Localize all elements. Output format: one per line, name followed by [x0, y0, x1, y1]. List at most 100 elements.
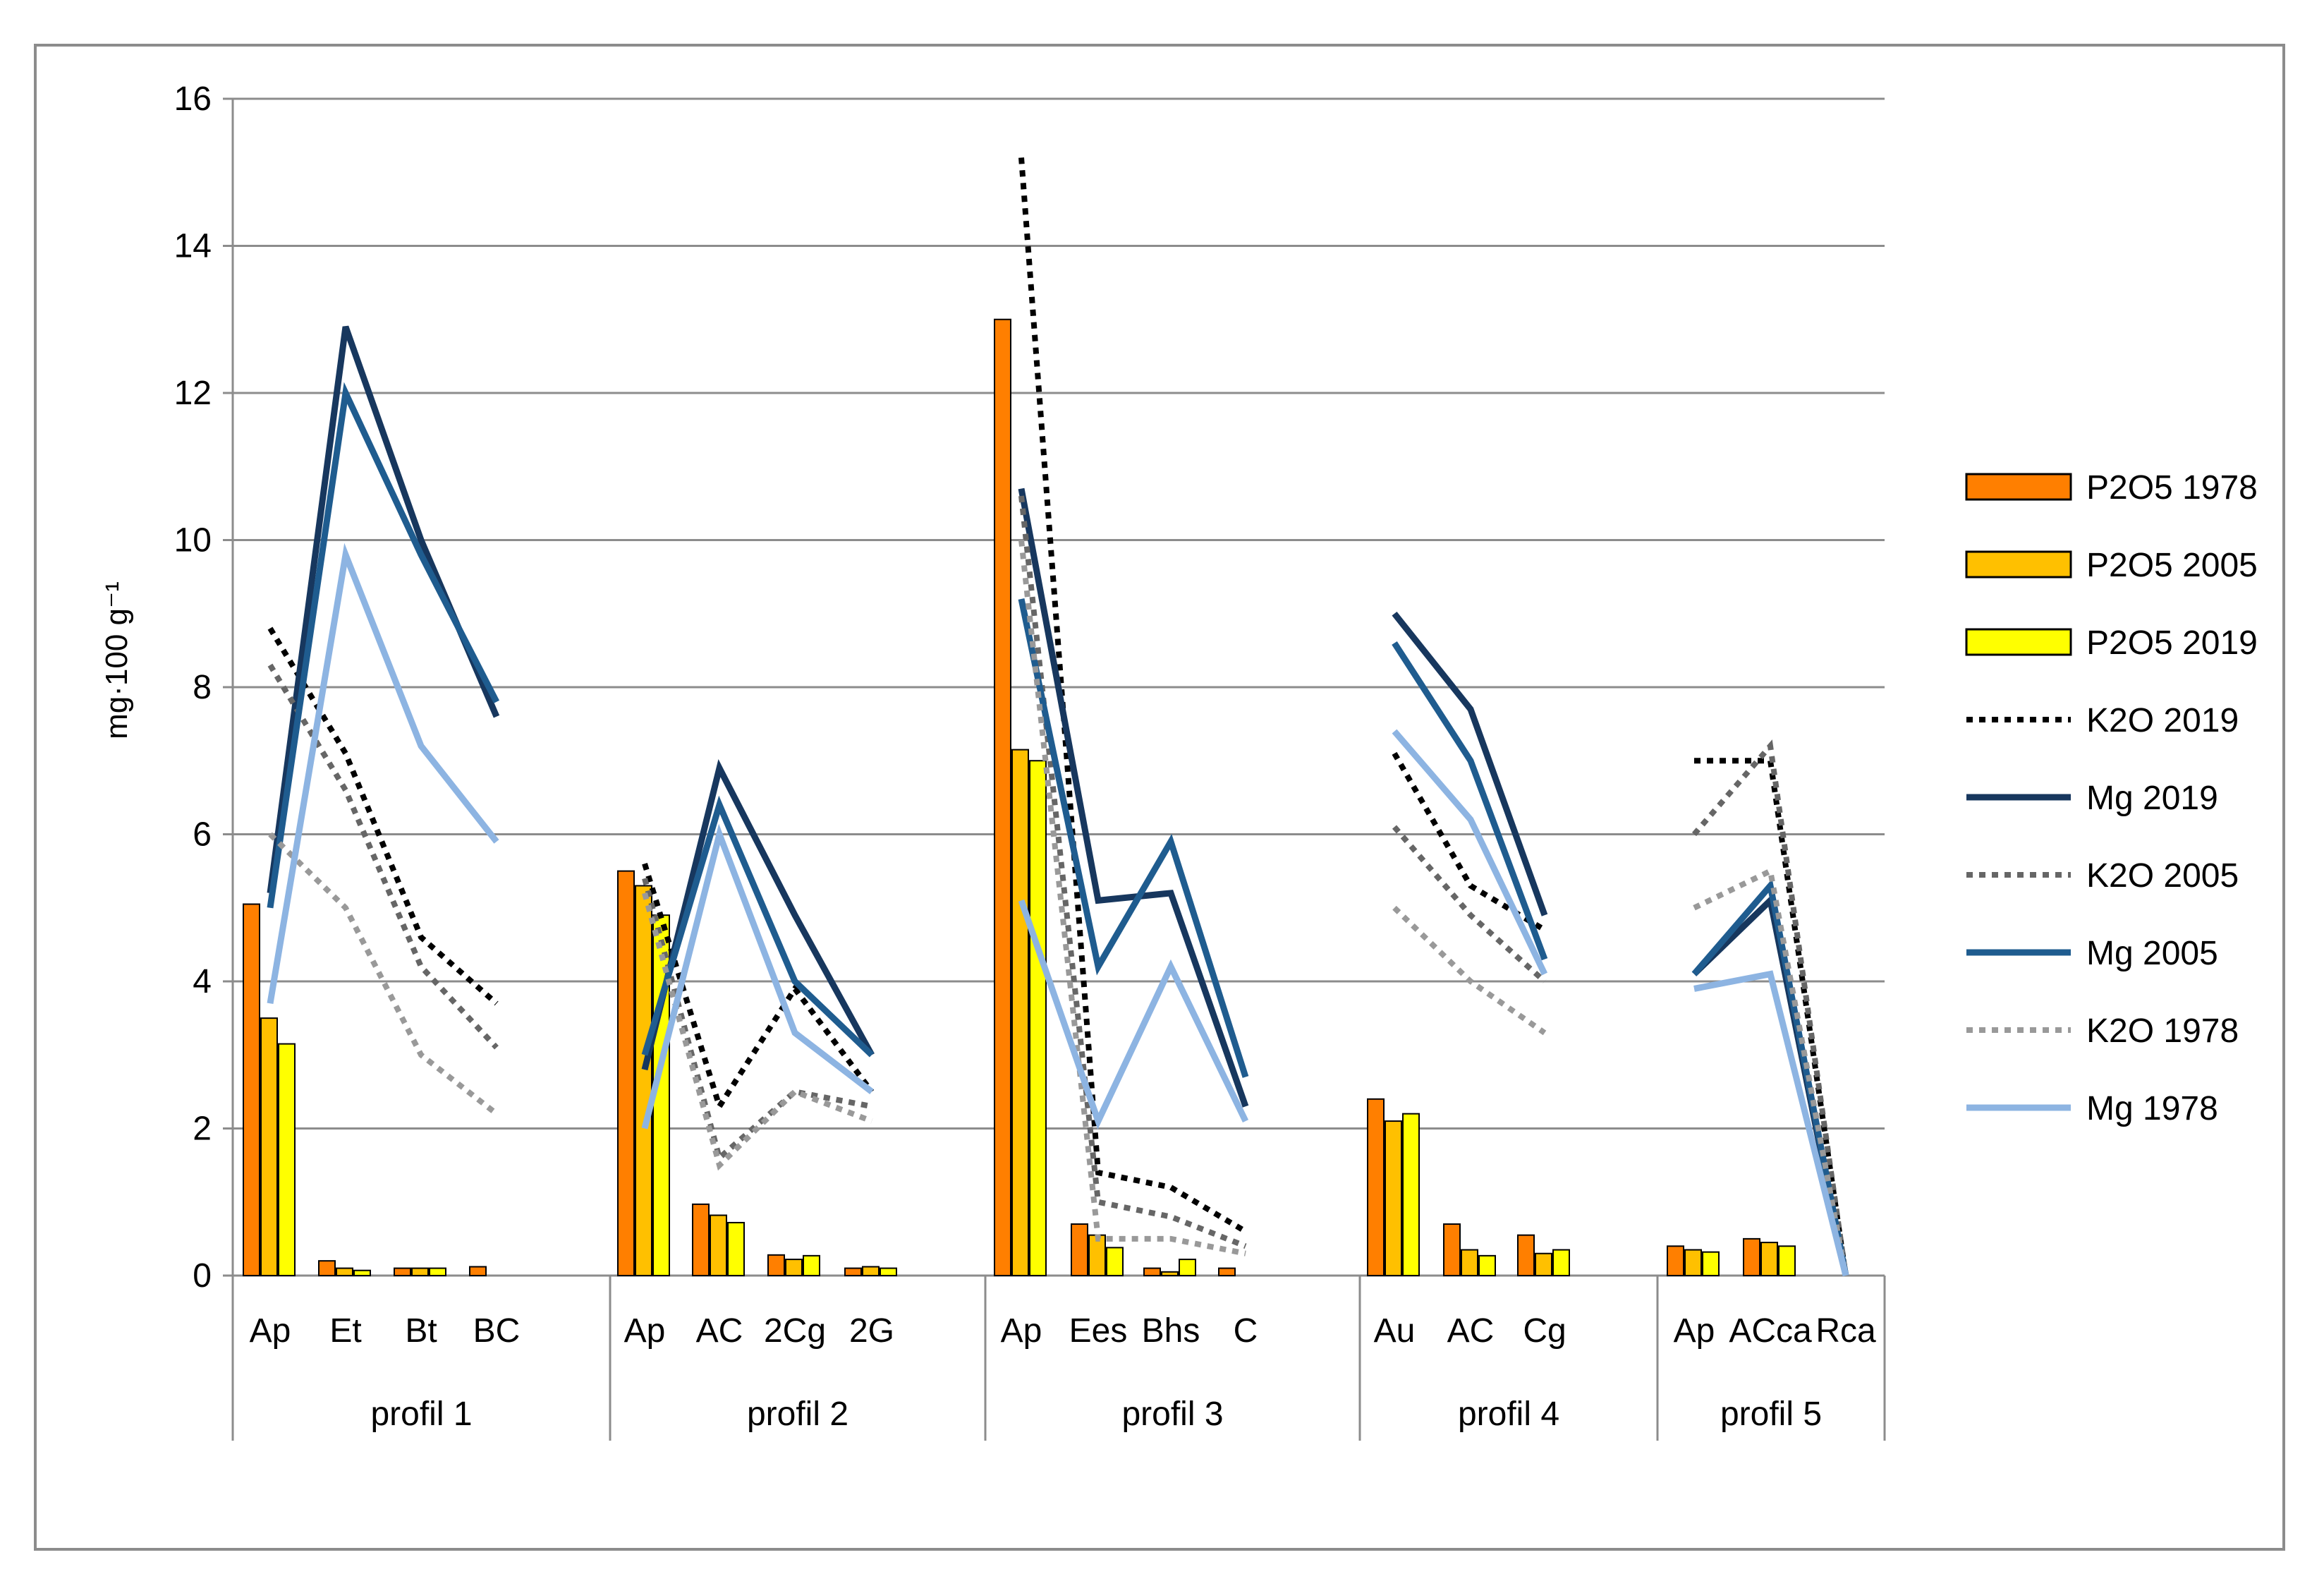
line-k2o-2019	[1694, 758, 1849, 1276]
bar-p2o5-2019	[1702, 1251, 1720, 1277]
x-group-label: profil 4	[1458, 1396, 1559, 1433]
bar-p2o5-2019	[353, 1269, 371, 1277]
legend-item: Mg 2005	[1966, 935, 2218, 972]
y-tick-label: 8	[193, 669, 212, 706]
bar-p2o5-1978	[1743, 1237, 1760, 1276]
bar-p2o5-1978	[617, 870, 635, 1276]
y-tick-label: 10	[174, 522, 212, 559]
x-category-label: ACca	[1729, 1312, 1812, 1350]
y-axis-label: mg·100 g⁻¹	[99, 581, 134, 739]
x-category-label: Cg	[1523, 1312, 1566, 1350]
line-k2o-1978	[642, 892, 873, 1171]
bar-p2o5-1978	[1218, 1267, 1236, 1276]
legend-label: Mg 2005	[2086, 935, 2218, 972]
line-k2o-2019	[642, 863, 875, 1113]
legend-item: Mg 2019	[1966, 780, 2218, 817]
y-tick-label: 0	[193, 1257, 212, 1295]
bar-p2o5-1978	[1367, 1098, 1385, 1277]
bar-p2o5-2019	[1179, 1259, 1196, 1276]
legend-item: Mg 1978	[1966, 1090, 2218, 1127]
bar-p2o5-2019	[1478, 1254, 1496, 1277]
legend-label: P2O5 2005	[2086, 547, 2258, 584]
legend-label: Mg 2019	[2086, 780, 2218, 817]
legend-swatch	[1965, 628, 2072, 656]
bar-p2o5-2019	[1552, 1249, 1570, 1276]
line-k2o-1978	[1392, 905, 1547, 1036]
legend-label: K2O 2005	[2086, 857, 2239, 895]
legend-label: Mg 1978	[2086, 1090, 2218, 1127]
bar-p2o5-1978	[767, 1254, 785, 1277]
bar-p2o5-1978	[692, 1203, 710, 1276]
line-mg-1978	[1392, 729, 1548, 976]
bar-p2o5-1978	[1443, 1223, 1461, 1277]
line-mg-2005	[1018, 598, 1249, 1078]
bar-p2o5-1978	[394, 1267, 411, 1276]
line-mg-1978	[267, 543, 499, 1005]
bar-p2o5-2019	[803, 1254, 820, 1277]
bar-p2o5-1978	[1071, 1223, 1088, 1277]
line-mg-2019	[1691, 894, 1849, 1276]
line-k2o-2005	[642, 878, 872, 1163]
line-mg-2019	[1392, 611, 1548, 916]
bar-p2o5-2005	[336, 1267, 353, 1276]
y-tick-label: 16	[174, 80, 212, 118]
legend-label: K2O 2019	[2086, 702, 2239, 739]
bar-p2o5-2019	[1106, 1247, 1124, 1277]
bar-p2o5-2019	[880, 1267, 897, 1276]
y-tick-label: 12	[174, 375, 212, 412]
y-tick-label: 2	[193, 1110, 212, 1148]
legend-label: P2O5 1978	[2086, 469, 2258, 507]
line-mg-2005	[267, 382, 500, 909]
y-tick-label: 6	[193, 816, 212, 854]
legend-item: P2O5 1978	[1965, 469, 2258, 507]
x-category-label: Et	[329, 1312, 361, 1350]
bar-p2o5-1978	[318, 1260, 336, 1277]
line-k2o-2005	[267, 663, 499, 1050]
bar-p2o5-2005	[411, 1267, 429, 1276]
bar-p2o5-2005	[1461, 1249, 1478, 1276]
legend-item: P2O5 2019	[1965, 624, 2258, 662]
x-category-label: Au	[1374, 1312, 1416, 1350]
x-category-label: Bt	[405, 1312, 437, 1350]
line-mg-1978	[1018, 899, 1249, 1130]
bar-p2o5-2005	[710, 1214, 727, 1277]
x-group-label: profil 1	[370, 1396, 472, 1433]
bar-p2o5-2005	[1385, 1120, 1402, 1276]
x-category-label: 2Cg	[764, 1312, 826, 1350]
bar-p2o5-1978	[243, 903, 260, 1276]
x-group-label: profil 5	[1720, 1396, 1822, 1433]
x-category-label: Ees	[1069, 1312, 1128, 1350]
line-mg-2019	[1018, 488, 1249, 1108]
x-category-label: C	[1234, 1312, 1258, 1350]
bar-p2o5-1978	[1667, 1245, 1684, 1277]
x-category-label: BC	[473, 1312, 521, 1350]
legend-label: P2O5 2019	[2086, 624, 2258, 662]
x-category-label: 2G	[849, 1312, 894, 1350]
line-mg-2005	[641, 795, 875, 1058]
line-k2o-1978	[268, 832, 499, 1116]
bar-p2o5-2005	[635, 885, 652, 1276]
legend-swatch	[1965, 473, 2072, 501]
line-mg-1978	[641, 823, 874, 1130]
bar-p2o5-2005	[1535, 1252, 1552, 1276]
bar-p2o5-2019	[727, 1221, 745, 1276]
line-k2o-2005	[1691, 739, 1849, 1276]
bar-p2o5-2005	[862, 1266, 880, 1276]
line-k2o-1978	[1018, 540, 1246, 1257]
bar-p2o5-1978	[844, 1267, 862, 1276]
bar-p2o5-2005	[1161, 1271, 1179, 1276]
line-mg-1978	[1693, 970, 1849, 1277]
x-group-label: profil 2	[747, 1396, 848, 1433]
bar-p2o5-1978	[469, 1266, 487, 1276]
bar-p2o5-2019	[1029, 760, 1047, 1276]
line-mg-2005	[1392, 641, 1548, 961]
bar-p2o5-2019	[429, 1267, 446, 1276]
legend-item: K2O 2019	[1966, 702, 2239, 739]
line-k2o-2019	[1018, 157, 1248, 1234]
bar-p2o5-1978	[1143, 1267, 1161, 1276]
x-category-label: Bhs	[1142, 1312, 1200, 1350]
bar-p2o5-2019	[1778, 1245, 1796, 1277]
bar-p2o5-2019	[1402, 1113, 1420, 1277]
x-category-label: AC	[696, 1312, 743, 1350]
